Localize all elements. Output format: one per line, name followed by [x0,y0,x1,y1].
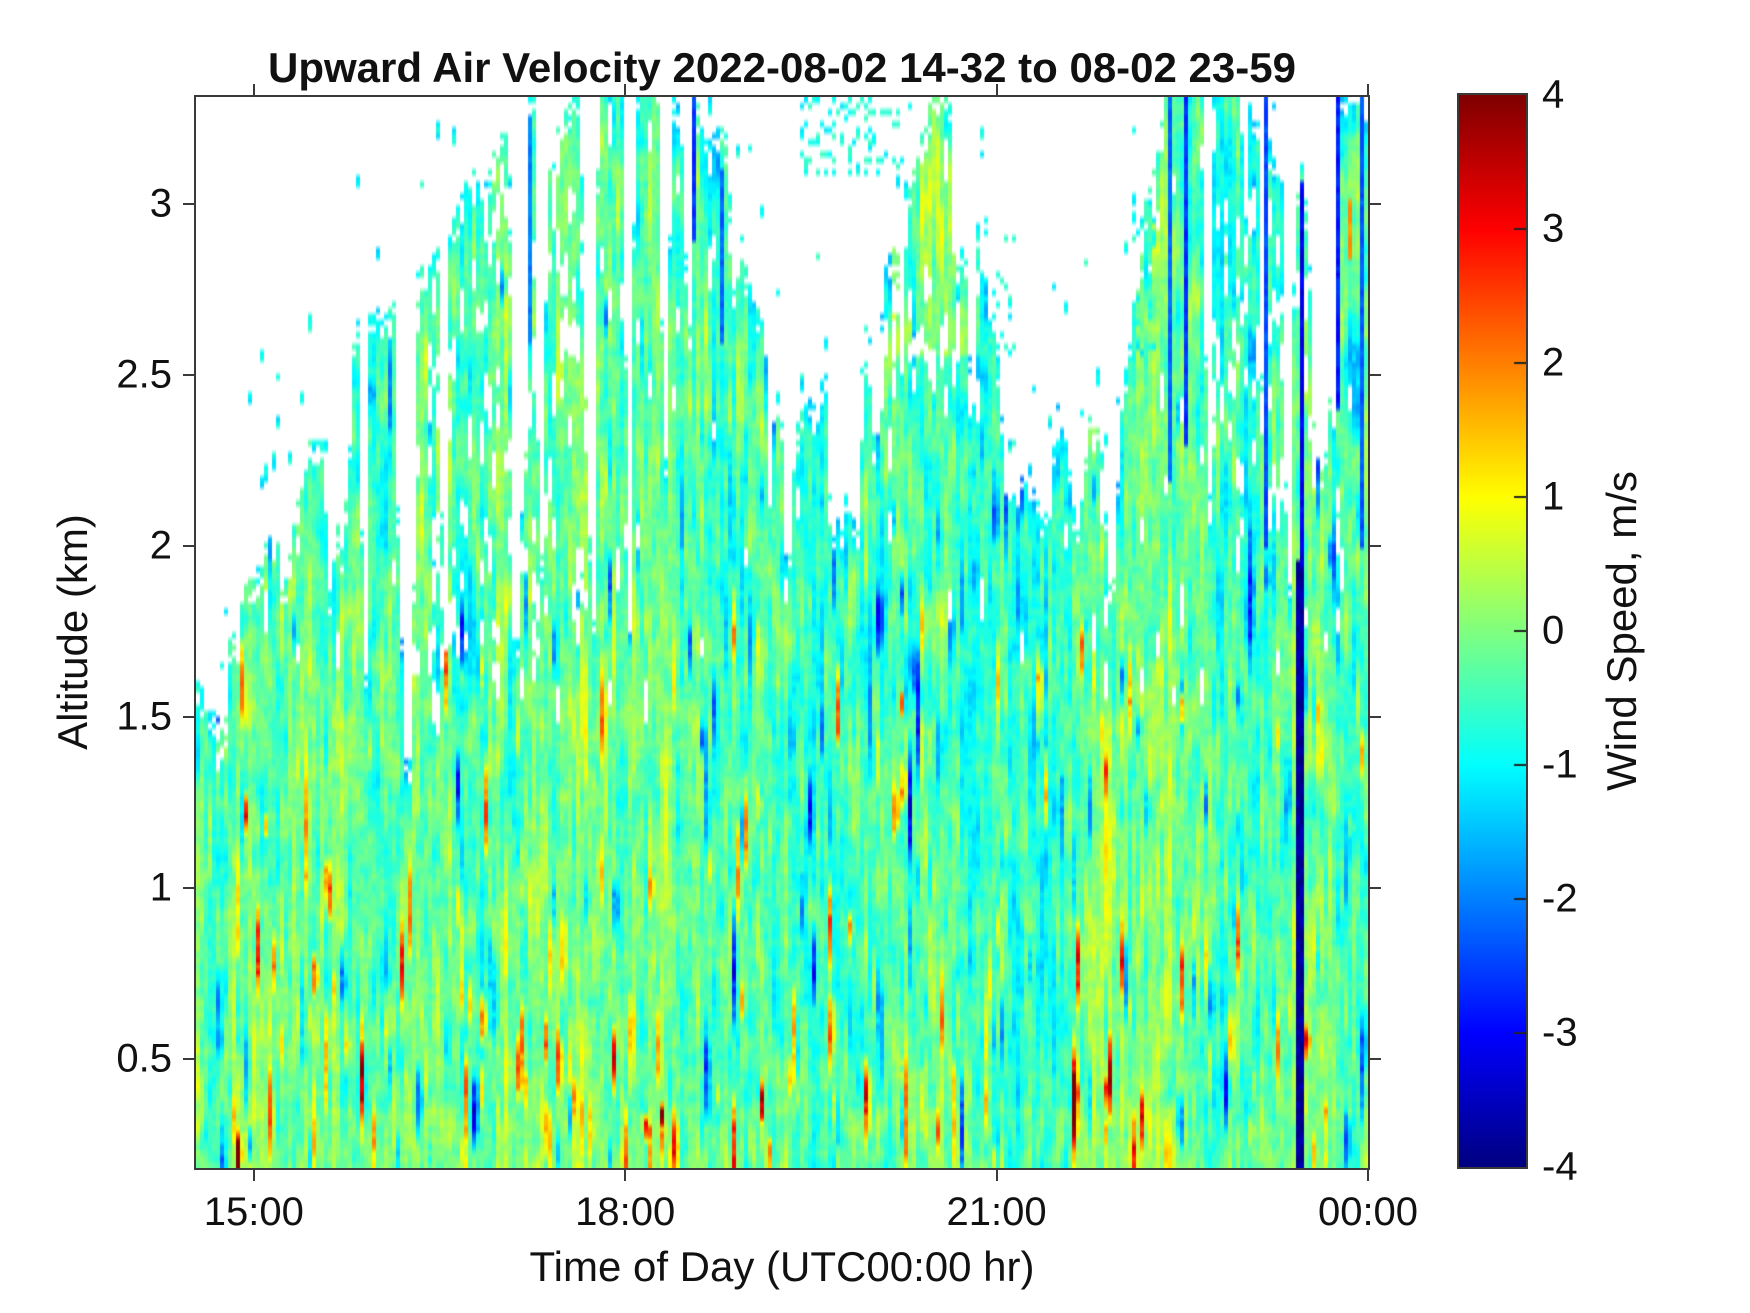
y-tick-right [1368,202,1381,205]
y-tick-label: 1 [149,865,172,910]
colorbar-tick-label: 0 [1542,608,1565,653]
x-tick-top [995,84,998,97]
x-tick [995,1168,998,1181]
y-tick [183,544,196,547]
colorbar [1459,95,1526,1167]
y-tick-right [1368,886,1381,889]
colorbar-tick-label: 1 [1542,474,1565,519]
y-tick-label: 3 [149,181,172,226]
y-tick [183,1057,196,1060]
heatmap-canvas [196,97,1368,1168]
x-tick [1367,1168,1369,1181]
x-tick-label: 18:00 [575,1190,676,1234]
y-tick [183,715,196,718]
colorbar-tick-label: -1 [1542,742,1578,787]
colorbar-tick-label: -3 [1542,1010,1578,1055]
x-tick-label: 21:00 [946,1190,1047,1234]
x-tick [252,1168,255,1181]
y-tick-label: 1.5 [116,694,172,739]
y-tick-label: 0.5 [116,1036,172,1081]
y-tick [183,373,196,376]
y-tick-right [1368,544,1381,547]
colorbar-tick-label: -4 [1542,1144,1578,1189]
colorbar-tick-label: -2 [1542,876,1578,921]
x-axis-label: Time of Day (UTC00:00 hr) [529,1243,1035,1290]
colorbar-tick-label: 3 [1542,206,1565,251]
x-tick-top [252,84,255,97]
x-tick-top [1367,84,1369,97]
y-tick [183,202,196,205]
y-tick-label: 2 [149,523,172,568]
y-tick-right [1368,373,1381,376]
colorbar-tick-label: 2 [1542,340,1565,385]
y-tick-right [1368,1057,1381,1060]
y-tick [183,886,196,889]
chart-title: Upward Air Velocity 2022-08-02 14-32 to … [268,44,1296,91]
colorbar-tick-label: 4 [1542,72,1565,117]
y-tick-right [1368,715,1381,718]
x-tick-top [624,84,627,97]
x-tick-label: 00:00 [1317,1190,1419,1234]
y-tick-label: 2.5 [116,352,172,397]
colorbar-label: Wind Speed, m/s [1598,471,1645,791]
x-tick-label: 15:00 [203,1190,304,1234]
x-tick [624,1168,627,1181]
